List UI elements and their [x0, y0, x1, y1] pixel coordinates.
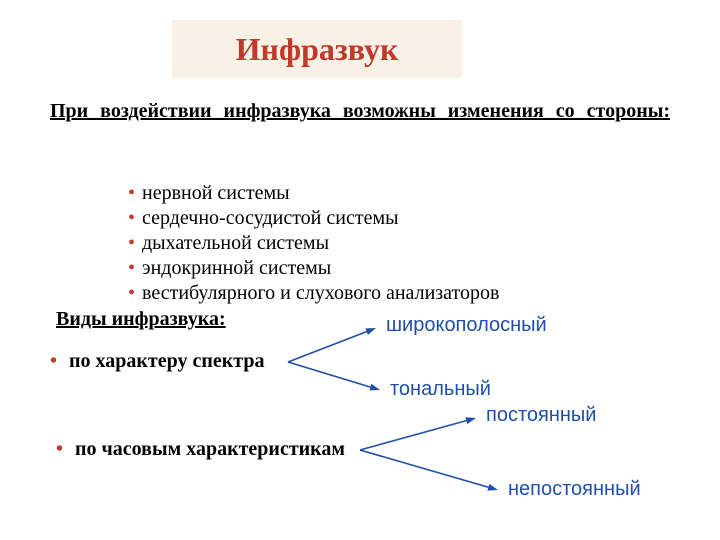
- types-heading: Виды инфразвука:: [56, 308, 226, 331]
- bullet-dot-icon: •: [128, 181, 142, 206]
- intro-text: При воздействии инфразвука возможны изме…: [50, 100, 670, 123]
- branch-label-nonconstant: непостоянный: [508, 478, 641, 501]
- bullet-dot-icon: •: [56, 438, 70, 461]
- major-item-time: • по часовым характеристикам: [56, 438, 345, 461]
- bullet-dot-icon: •: [50, 350, 64, 373]
- list-item-label: эндокринной системы: [142, 257, 331, 279]
- list-item-label: нервной системы: [142, 182, 290, 204]
- major-item-label: по часовым характеристикам: [75, 438, 345, 460]
- title-box: Инфразвук: [172, 20, 462, 78]
- title-text: Инфразвук: [236, 31, 399, 68]
- major-item-spectrum: • по характеру спектра: [50, 350, 264, 373]
- list-item: •эндокринной системы: [130, 256, 690, 281]
- list-item-label: дыхательной системы: [142, 232, 329, 254]
- branch-label-constant: постоянный: [486, 404, 596, 427]
- effects-list: •нервной системы •сердечно-сосудистой си…: [90, 181, 690, 306]
- major-item-label: по характеру спектра: [69, 350, 264, 372]
- list-item-label: вестибулярного и слухового анализаторов: [142, 282, 499, 304]
- list-item: •сердечно-сосудистой системы: [130, 206, 690, 231]
- branch-label-broadband: широкополосный: [386, 314, 547, 337]
- branch-label-tonal: тональный: [390, 378, 491, 401]
- list-item: •дыхательной системы: [130, 231, 690, 256]
- bullet-dot-icon: •: [128, 281, 142, 306]
- bullet-dot-icon: •: [128, 231, 142, 256]
- list-item: •нервной системы: [130, 181, 690, 206]
- list-item-label: сердечно-сосудистой системы: [142, 207, 399, 229]
- bullet-dot-icon: •: [128, 256, 142, 281]
- list-item: •вестибулярного и слухового анализаторов: [130, 281, 690, 306]
- bullet-dot-icon: •: [128, 206, 142, 231]
